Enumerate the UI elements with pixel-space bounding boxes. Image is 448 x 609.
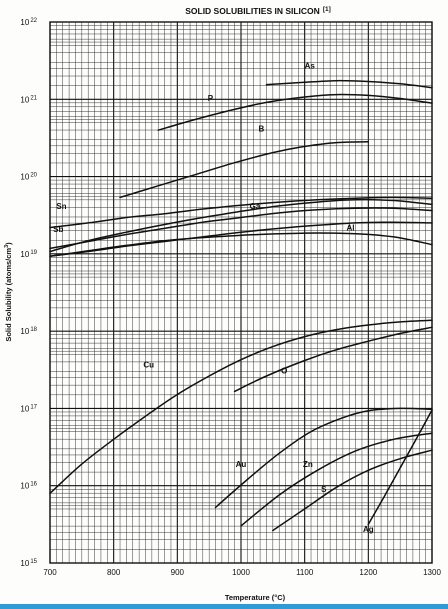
- series-label-o: O: [281, 367, 287, 376]
- curve-cu: [49, 319, 433, 495]
- y-tick-label: 1017: [20, 404, 37, 413]
- y-tick-label: 1020: [20, 173, 37, 182]
- series-label-ga: Ga: [250, 202, 261, 211]
- series-label-al: Al: [347, 224, 355, 233]
- series-label-s: S: [321, 485, 327, 494]
- curve-s: [272, 449, 433, 532]
- curve-as: [265, 79, 433, 89]
- y-tick-label: 1015: [20, 559, 37, 568]
- curve-ag: [367, 409, 433, 526]
- series-label-sn: Sn: [56, 202, 66, 211]
- curve-sb: [49, 207, 433, 250]
- series-label-cu: Cu: [143, 360, 154, 369]
- series-label-as: As: [305, 61, 316, 70]
- curve-b: [119, 141, 370, 199]
- x-tick-label: 1100: [296, 568, 314, 577]
- x-tick-label: 800: [107, 568, 121, 577]
- series-label-p: P: [208, 94, 214, 103]
- x-tick-label: 900: [171, 568, 185, 577]
- x-tick-labels: 700 800 900 1000 1100 1200 1300: [43, 568, 441, 577]
- series-label-zn: Zn: [303, 460, 313, 469]
- series-label-au: Au: [236, 460, 247, 469]
- y-tick-label: 1021: [20, 95, 37, 104]
- x-tick-label: 1200: [359, 568, 377, 577]
- x-tick-label: 1300: [423, 568, 441, 577]
- series-label-layer: As P B Ga Sn Sb Al Cu O Au Zn S Ag: [53, 61, 374, 534]
- curve-sn: [49, 196, 433, 229]
- curve-unlabeled-6: [49, 221, 433, 257]
- x-axis-label: Temperature (°C): [225, 593, 286, 602]
- plot-grid: [49, 22, 433, 564]
- series-label-sb: Sb: [53, 225, 63, 234]
- curve-p: [157, 93, 433, 131]
- bottom-accent-bar: [0, 604, 448, 609]
- series-label-b: B: [258, 125, 264, 134]
- series-label-ag: Ag: [363, 525, 374, 534]
- curve-ga: [49, 198, 433, 253]
- x-tick-label: 700: [43, 568, 57, 577]
- curve-layer: [49, 79, 433, 532]
- x-tick-label: 1000: [232, 568, 250, 577]
- curve-zn: [240, 432, 433, 527]
- curve-al: [49, 232, 433, 257]
- y-tick-label: 1016: [20, 482, 37, 491]
- y-tick-label: 1019: [20, 250, 37, 259]
- y-tick-labels: 1015 1016 1017 1018 1019 1020 1021 1022: [20, 18, 37, 568]
- y-axis-label: Solid Solubility (atoms/cm3): [4, 242, 13, 342]
- curve-au: [214, 407, 433, 509]
- y-tick-label: 1022: [20, 18, 37, 27]
- y-tick-label: 1018: [20, 327, 37, 336]
- chart-title: SOLID SOLUBILITIES IN SILICON [1]: [185, 6, 331, 16]
- curve-o: [233, 326, 433, 393]
